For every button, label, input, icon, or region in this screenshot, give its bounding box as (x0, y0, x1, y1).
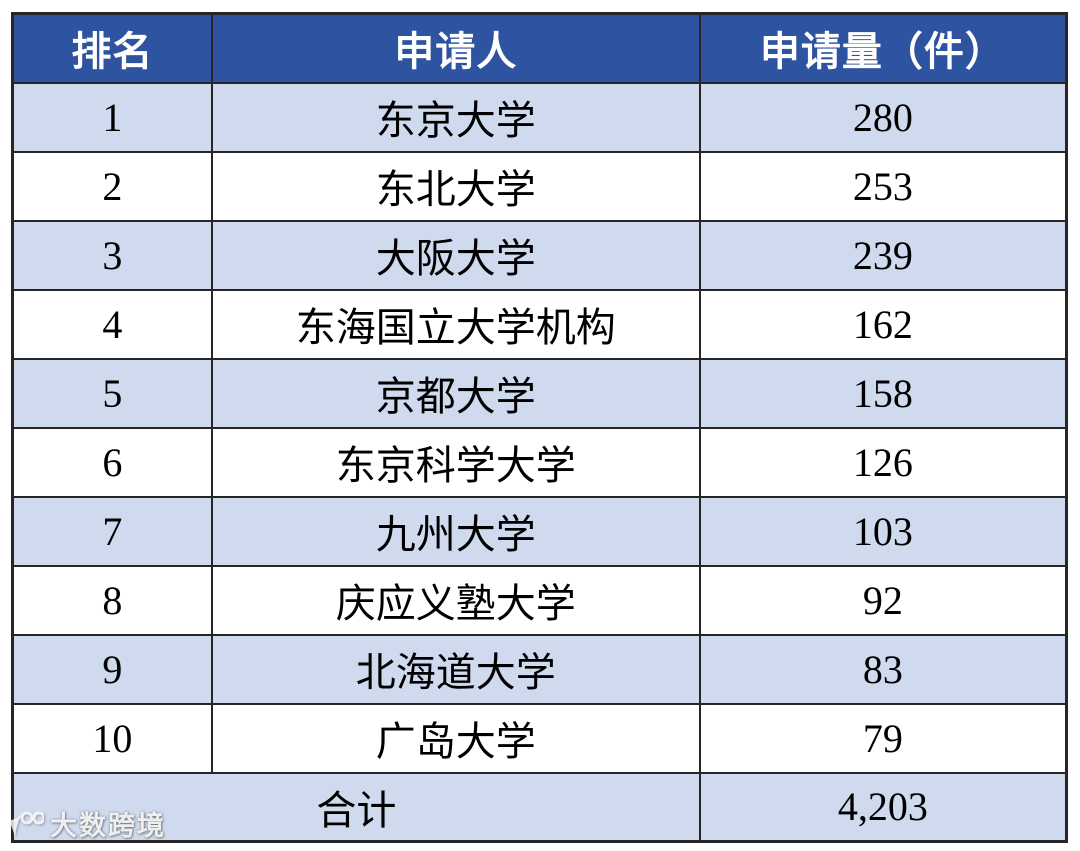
applicant-cell: 东北大学 (210, 150, 701, 222)
rank-cell: 3 (11, 219, 213, 291)
amount-cell: 126 (698, 426, 1068, 498)
table-row: 6 东京科学大学 126 (11, 426, 1068, 498)
table-body: 1 东京大学 280 2 东北大学 253 3 大阪大学 239 4 东海国立大… (11, 81, 1068, 843)
header-amount: 申请量（件） (698, 12, 1068, 84)
rank-cell: 5 (11, 357, 213, 429)
amount-cell: 79 (698, 702, 1068, 774)
total-label-cell: 合计 (11, 771, 701, 843)
table-row: 4 东海国立大学机构 162 (11, 288, 1068, 360)
applicant-cell: 东京大学 (210, 81, 701, 153)
table-row: 3 大阪大学 239 (11, 219, 1068, 291)
ranking-table: 排名 申请人 申请量（件） 1 东京大学 280 2 东北大学 253 3 大阪… (11, 12, 1068, 843)
total-value-cell: 4,203 (698, 771, 1068, 843)
amount-cell: 280 (698, 81, 1068, 153)
table-row: 5 京都大学 158 (11, 357, 1068, 429)
total-row: 合计 4,203 (11, 771, 1068, 843)
amount-cell: 253 (698, 150, 1068, 222)
table-row: 1 东京大学 280 (11, 81, 1068, 153)
applicant-cell: 东海国立大学机构 (210, 288, 701, 360)
amount-cell: 239 (698, 219, 1068, 291)
header-rank: 排名 (11, 12, 213, 84)
rank-cell: 9 (11, 633, 213, 705)
applicant-cell: 庆应义塾大学 (210, 564, 701, 636)
rank-cell: 7 (11, 495, 213, 567)
header-row: 排名 申请人 申请量（件） (11, 12, 1068, 84)
rank-cell: 6 (11, 426, 213, 498)
rank-cell: 2 (11, 150, 213, 222)
table-row: 7 九州大学 103 (11, 495, 1068, 567)
table-row: 8 庆应义塾大学 92 (11, 564, 1068, 636)
rank-cell: 8 (11, 564, 213, 636)
rank-cell: 10 (11, 702, 213, 774)
amount-cell: 92 (698, 564, 1068, 636)
table-header: 排名 申请人 申请量（件） (11, 12, 1068, 84)
applicant-cell: 广岛大学 (210, 702, 701, 774)
amount-cell: 162 (698, 288, 1068, 360)
rank-cell: 1 (11, 81, 213, 153)
table-row: 9 北海道大学 83 (11, 633, 1068, 705)
rank-cell: 4 (11, 288, 213, 360)
applicant-cell: 九州大学 (210, 495, 701, 567)
applicant-cell: 大阪大学 (210, 219, 701, 291)
amount-cell: 83 (698, 633, 1068, 705)
table-row: 10 广岛大学 79 (11, 702, 1068, 774)
applicant-cell: 东京科学大学 (210, 426, 701, 498)
header-applicant: 申请人 (210, 12, 701, 84)
applicant-cell: 北海道大学 (210, 633, 701, 705)
table-row: 2 东北大学 253 (11, 150, 1068, 222)
applicant-cell: 京都大学 (210, 357, 701, 429)
amount-cell: 158 (698, 357, 1068, 429)
amount-cell: 103 (698, 495, 1068, 567)
